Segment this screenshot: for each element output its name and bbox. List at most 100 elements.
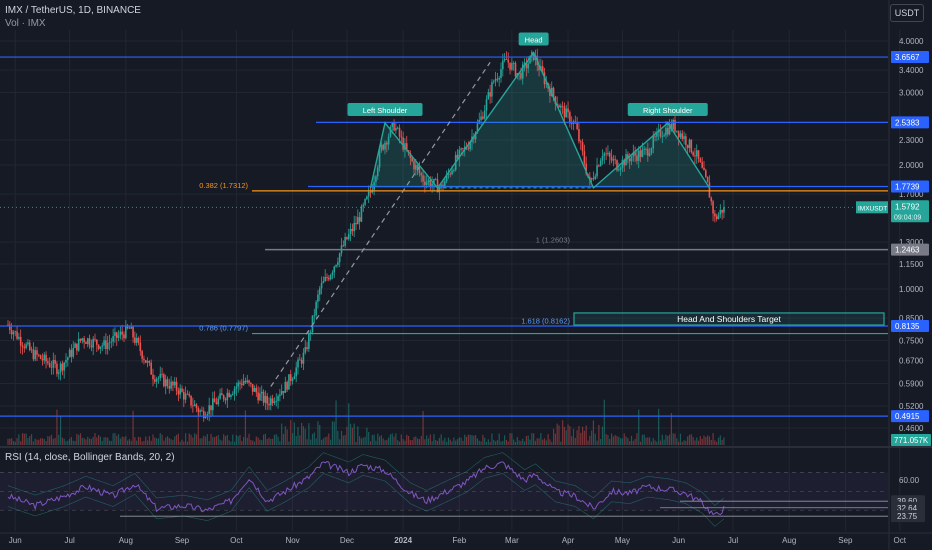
candle-body — [357, 217, 359, 225]
volume-bar — [290, 420, 292, 445]
volume-bar — [620, 438, 622, 445]
volume-bar — [480, 441, 482, 445]
x-tick-label: Aug — [782, 536, 796, 545]
volume-bar — [540, 433, 542, 445]
candle-body — [311, 315, 314, 333]
volume-bar — [210, 433, 212, 445]
candle-body — [714, 213, 716, 217]
volume-bar — [380, 435, 382, 445]
volume-bar — [141, 441, 143, 445]
volume-bar — [514, 441, 517, 445]
candle-body — [456, 154, 459, 159]
volume-bar — [156, 438, 158, 445]
candle-body — [88, 338, 91, 346]
volume-bar — [49, 436, 51, 445]
candle-body — [398, 127, 401, 137]
volume-bar — [61, 437, 63, 445]
volume-bar — [475, 435, 477, 445]
volume-bar — [331, 421, 334, 445]
candle-body — [393, 122, 395, 131]
volume-bar — [308, 423, 310, 445]
volume-bar — [658, 408, 660, 445]
volume-bar — [518, 440, 520, 445]
candle-body — [335, 264, 337, 267]
candle-body — [126, 325, 129, 328]
candle-body — [106, 343, 109, 350]
candle-body — [188, 394, 191, 396]
volume-bar — [697, 440, 700, 445]
volume-bar — [103, 437, 105, 445]
candle-body — [331, 272, 334, 276]
volume-bar — [397, 440, 399, 445]
volume-bar — [560, 441, 562, 445]
candle-body — [605, 153, 607, 155]
volume-bar — [415, 436, 417, 445]
candle-body — [337, 262, 339, 265]
candle-body — [712, 201, 714, 214]
candle-body — [233, 388, 236, 394]
volume-bar — [500, 441, 502, 445]
candle-body — [329, 275, 332, 280]
candle-body — [177, 390, 180, 395]
candle-body — [143, 358, 145, 361]
volume-bar — [687, 436, 689, 445]
candle-body — [183, 391, 185, 400]
candle-body — [697, 150, 700, 159]
candle-body — [661, 136, 664, 138]
volume-bar — [685, 440, 687, 445]
candle-body — [195, 404, 198, 409]
volume-bar — [215, 436, 218, 445]
volume-bar — [34, 438, 36, 445]
volume-bar — [299, 435, 301, 445]
volume-bar — [435, 439, 437, 445]
currency-button[interactable]: USDT — [890, 4, 924, 22]
symbol-title[interactable]: IMX / TetherUS, 1D, BINANCE — [5, 5, 141, 16]
candle-body — [74, 343, 76, 348]
volume-bar — [547, 434, 549, 445]
candle-body — [656, 132, 658, 137]
volume-bar — [650, 441, 653, 445]
volume-bar — [402, 439, 404, 445]
volume-bar — [578, 426, 580, 445]
candle-body — [97, 344, 100, 349]
candle-body — [462, 148, 464, 150]
volume-bar — [551, 441, 553, 445]
candle-body — [578, 129, 580, 142]
volume-bar — [719, 435, 721, 445]
volume-bar — [337, 430, 339, 445]
volume-bar — [572, 428, 575, 445]
candle-body — [61, 363, 64, 371]
volume-bar — [645, 437, 647, 445]
candle-body — [376, 167, 379, 177]
volume-bar — [504, 435, 506, 445]
volume-bar — [197, 408, 199, 445]
candle-body — [284, 381, 287, 393]
volume-bar — [672, 433, 674, 445]
candle-body — [309, 332, 312, 334]
candle-body — [549, 88, 551, 97]
candle-body — [45, 354, 47, 362]
rsi-tick-label: 60.00 — [899, 476, 920, 485]
volume-bar — [9, 438, 11, 445]
candle-body — [27, 342, 29, 345]
x-tick-label: 2024 — [394, 536, 412, 545]
volume-bar — [190, 434, 192, 445]
volume-bar — [275, 434, 277, 445]
pattern-fill — [370, 52, 710, 188]
candle-body — [404, 143, 406, 150]
volume-bar — [270, 438, 272, 445]
volume-bar — [433, 434, 435, 445]
candle-body — [418, 168, 421, 174]
fib-label-1: 1 (1.2603) — [536, 236, 571, 245]
candle-body — [706, 176, 709, 183]
volume-bar — [485, 441, 488, 445]
candle-body — [384, 142, 386, 150]
volume-bar — [235, 435, 237, 445]
volume-bar — [136, 440, 138, 445]
volume-bar — [699, 436, 701, 445]
volume-bar — [203, 435, 205, 445]
volume-bar — [404, 440, 406, 445]
candle-body — [241, 383, 243, 385]
